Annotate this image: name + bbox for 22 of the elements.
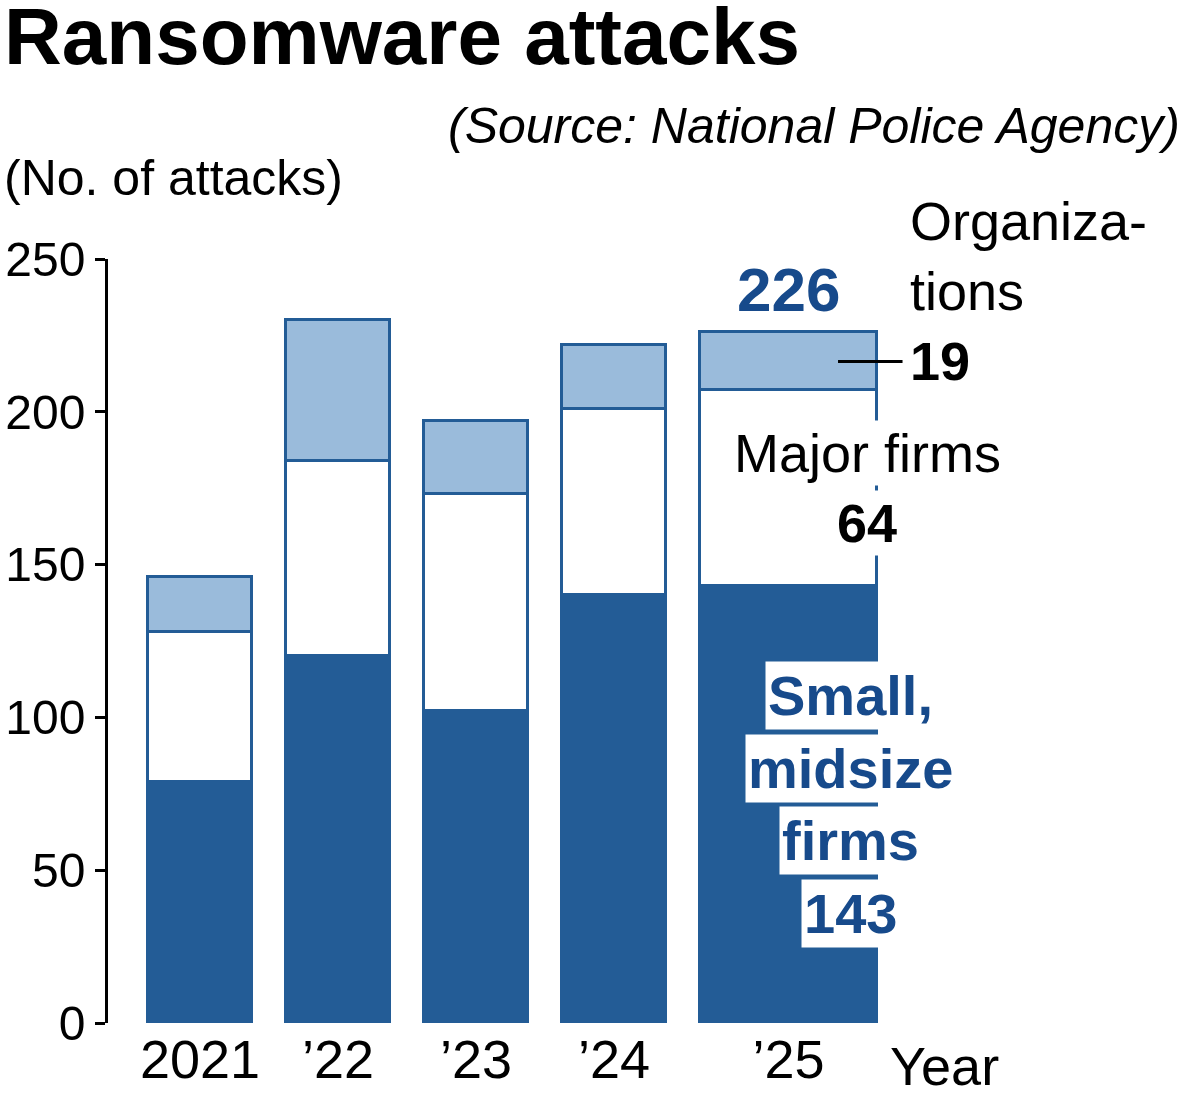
x-axis-title: Year (890, 1036, 1000, 1096)
x-tick-label: ’23 (439, 1029, 513, 1089)
series-label: Organiza- tions (910, 191, 1148, 321)
y-tick-label: 250 (5, 232, 86, 286)
y-tick-label: 150 (5, 538, 86, 592)
data-label: 64 (837, 493, 898, 553)
x-tick-label: ’24 (577, 1029, 651, 1089)
y-axis-title: (No. of attacks) (4, 150, 343, 206)
series-label: Small, midsize firms (748, 664, 954, 872)
series-label: Major firms (734, 423, 1001, 483)
y-tick-label: 0 (58, 996, 86, 1050)
total-label: 226 (737, 255, 841, 324)
x-tick-label: 2021 (139, 1029, 261, 1089)
data-label: 19 (910, 331, 971, 391)
x-tick-label: ’25 (752, 1029, 825, 1089)
y-tick-label: 200 (5, 385, 86, 439)
chart-title: Ransomware attacks (4, 0, 800, 81)
y-tick-label: 50 (32, 844, 86, 897)
y-tick-label: 100 (5, 691, 86, 745)
text: (Source: National Police Agency) (448, 98, 1180, 154)
data-label: 143 (804, 882, 898, 945)
x-tick-label: ’22 (301, 1029, 375, 1089)
